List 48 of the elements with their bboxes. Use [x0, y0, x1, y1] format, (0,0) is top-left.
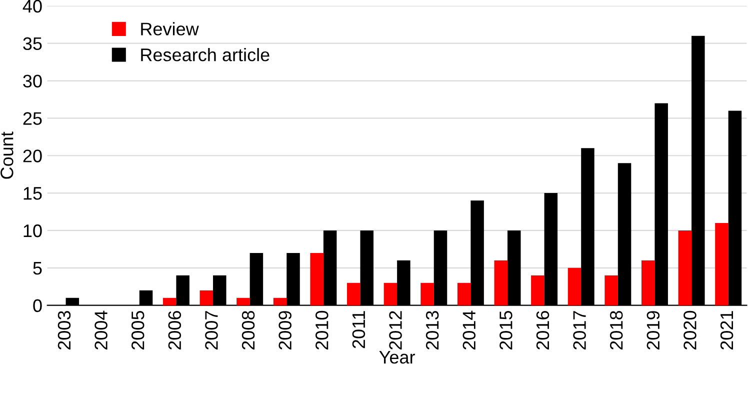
bar [604, 275, 618, 306]
x-tick-label: 2006 [168, 311, 182, 350]
y-tick-label: 15 [24, 187, 42, 200]
bar [310, 252, 324, 306]
x-tick-label: 2017 [573, 311, 586, 350]
x-tick-label: 2014 [462, 310, 476, 350]
x-tick-label: 2021 [720, 311, 734, 350]
y-tick-label: 30 [23, 74, 42, 88]
bar [384, 282, 398, 306]
bar [715, 223, 728, 306]
y-tick-label: 5 [33, 262, 42, 275]
y-tick-label: 20 [23, 150, 42, 162]
y-tick-label: 40 [22, 0, 42, 13]
y-axis-title: Count [0, 132, 14, 179]
bar [531, 275, 544, 306]
bar [236, 298, 250, 306]
x-tick-label: 2013 [426, 311, 439, 350]
bar [568, 268, 582, 306]
bar [494, 260, 508, 306]
y-tick-label: 25 [23, 112, 42, 125]
bar [420, 282, 434, 306]
x-tick-label: 2016 [536, 311, 550, 350]
y-tick-label: 35 [23, 37, 42, 50]
bar [273, 298, 287, 306]
bar [162, 298, 176, 306]
x-tick-label: 2019 [646, 311, 660, 350]
x-tick-label: 2003 [58, 311, 71, 350]
x-tick-label: 2010 [316, 310, 328, 350]
bar [641, 260, 655, 306]
x-tick-label: 2005 [131, 310, 144, 350]
bar [457, 282, 471, 306]
x-axis-title: Year [379, 351, 416, 364]
bar [200, 290, 214, 306]
x-tick-label: 2007 [205, 311, 218, 350]
y-tick-label: 10 [24, 224, 42, 238]
x-tick-label: 2009 [278, 311, 292, 350]
y-tick-label: 0 [33, 299, 42, 312]
x-tick-label: 2011 [352, 311, 366, 348]
legend-label: Research article [141, 48, 270, 62]
x-tick-label: 2008 [242, 310, 255, 350]
legend-label: Review [141, 22, 199, 36]
x-tick-label: 2012 [389, 311, 402, 350]
bar [678, 230, 692, 306]
x-tick-label: 2020 [684, 310, 696, 350]
x-tick-label: 2015 [500, 310, 512, 350]
x-tick-label: 2018 [610, 310, 623, 350]
x-tick-label: 2004 [94, 310, 108, 350]
bar [346, 282, 360, 306]
